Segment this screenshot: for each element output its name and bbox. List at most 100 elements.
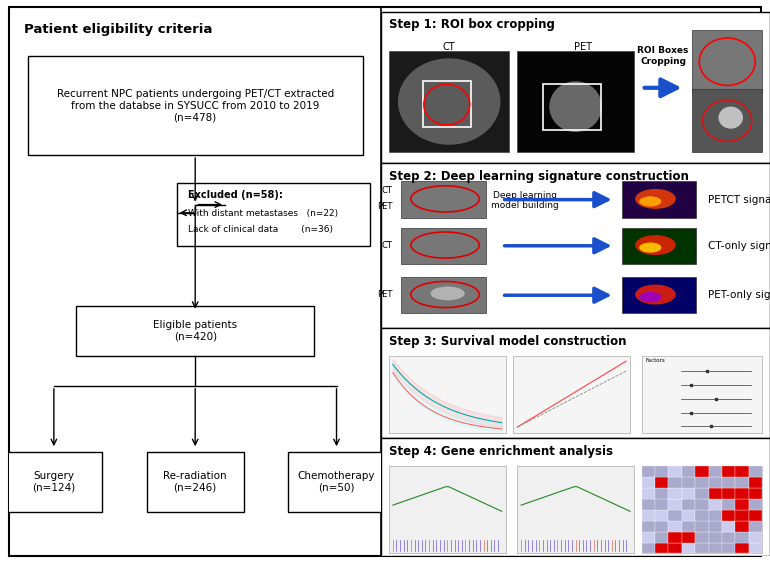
Text: Step 3: Survival model construction: Step 3: Survival model construction <box>389 335 627 348</box>
Ellipse shape <box>635 235 676 255</box>
Bar <box>695 510 708 521</box>
Text: CT: CT <box>382 240 393 249</box>
Bar <box>749 488 762 499</box>
Bar <box>722 521 735 531</box>
Bar <box>668 488 682 499</box>
Bar <box>622 227 696 264</box>
Bar <box>722 543 735 553</box>
Bar <box>622 181 696 218</box>
Bar <box>735 488 749 499</box>
Bar <box>708 499 722 510</box>
Bar <box>288 452 385 512</box>
Bar <box>668 476 682 488</box>
Bar <box>708 521 722 531</box>
Bar <box>5 452 102 512</box>
Ellipse shape <box>398 59 501 145</box>
Bar <box>749 531 762 543</box>
Bar <box>735 476 749 488</box>
Bar <box>641 476 655 488</box>
Bar <box>28 56 363 155</box>
Text: Deep learning
model building: Deep learning model building <box>491 191 559 210</box>
Bar <box>655 510 668 521</box>
Bar <box>735 510 749 521</box>
Bar <box>695 543 708 553</box>
Bar <box>641 356 762 432</box>
Text: Re-radiation
(n=246): Re-radiation (n=246) <box>163 471 227 493</box>
Bar <box>749 510 762 521</box>
Text: CT: CT <box>443 42 456 52</box>
Bar <box>389 356 506 432</box>
Bar <box>695 499 708 510</box>
Bar <box>722 531 735 543</box>
Text: CT: CT <box>382 186 393 195</box>
Bar <box>517 466 634 553</box>
Bar <box>517 51 634 153</box>
Bar <box>389 466 506 553</box>
Bar <box>722 510 735 521</box>
Bar <box>749 466 762 476</box>
Text: Recurrent NPC patients undergoing PET/CT extracted
from the databse in SYSUCC fr: Recurrent NPC patients undergoing PET/CT… <box>56 89 334 122</box>
Text: ROI Boxes
Cropping: ROI Boxes Cropping <box>638 46 688 66</box>
Bar <box>147 452 243 512</box>
Text: Patient eligibility criteria: Patient eligibility criteria <box>24 23 213 36</box>
Bar <box>695 531 708 543</box>
Bar <box>682 521 695 531</box>
Text: PET: PET <box>377 202 393 211</box>
Bar <box>682 510 695 521</box>
Bar <box>655 466 668 476</box>
Text: With distant metastases   (n=22): With distant metastases (n=22) <box>188 209 338 218</box>
Bar <box>176 182 370 246</box>
Bar <box>695 521 708 531</box>
Bar <box>668 521 682 531</box>
Bar <box>641 499 655 510</box>
Bar <box>722 466 735 476</box>
Bar <box>682 488 695 499</box>
Bar <box>708 466 722 476</box>
Bar <box>708 543 722 553</box>
Bar <box>708 510 722 521</box>
Bar <box>389 51 510 153</box>
Bar <box>682 466 695 476</box>
Ellipse shape <box>635 189 676 209</box>
Ellipse shape <box>635 284 676 305</box>
Ellipse shape <box>549 81 602 132</box>
Bar <box>722 476 735 488</box>
Ellipse shape <box>430 287 465 300</box>
Bar <box>749 499 762 510</box>
Bar <box>668 543 682 553</box>
Bar <box>708 488 722 499</box>
Bar <box>668 510 682 521</box>
Bar <box>641 521 655 531</box>
Bar <box>749 476 762 488</box>
Bar <box>692 30 762 93</box>
Bar <box>682 499 695 510</box>
Bar <box>641 466 655 476</box>
Bar <box>381 328 770 438</box>
Bar <box>708 531 722 543</box>
Bar <box>682 543 695 553</box>
Text: Step 1: ROI box cropping: Step 1: ROI box cropping <box>389 18 555 31</box>
Bar <box>400 227 486 264</box>
Bar <box>735 499 749 510</box>
Bar <box>641 466 762 553</box>
Bar <box>668 531 682 543</box>
Bar <box>622 277 696 314</box>
Bar <box>735 521 749 531</box>
Bar <box>735 531 749 543</box>
Ellipse shape <box>639 243 661 253</box>
Bar <box>668 466 682 476</box>
Bar <box>655 499 668 510</box>
Text: Step 2: Deep learning signature construction: Step 2: Deep learning signature construc… <box>389 170 689 183</box>
Bar <box>695 476 708 488</box>
Bar <box>655 543 668 553</box>
Bar <box>722 499 735 510</box>
Bar <box>695 488 708 499</box>
Bar <box>692 89 762 153</box>
Bar <box>735 543 749 553</box>
Bar <box>655 476 668 488</box>
Bar <box>423 81 471 127</box>
Bar <box>682 476 695 488</box>
Bar <box>749 543 762 553</box>
Text: PET: PET <box>574 42 592 52</box>
Bar <box>641 510 655 521</box>
